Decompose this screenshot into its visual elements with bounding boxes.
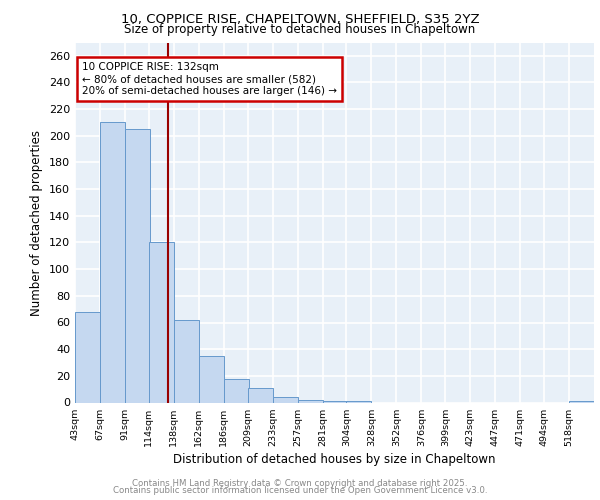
Bar	[346, 401, 371, 402]
Bar	[248, 388, 272, 402]
Text: 10 COPPICE RISE: 132sqm
← 80% of detached houses are smaller (582)
20% of semi-d: 10 COPPICE RISE: 132sqm ← 80% of detache…	[82, 62, 337, 96]
Y-axis label: Number of detached properties: Number of detached properties	[31, 130, 43, 316]
Bar	[75, 312, 100, 402]
Bar	[224, 378, 248, 402]
Bar	[199, 356, 224, 403]
Bar	[298, 400, 323, 402]
Text: Contains HM Land Registry data © Crown copyright and database right 2025.: Contains HM Land Registry data © Crown c…	[132, 478, 468, 488]
Bar	[569, 401, 594, 402]
Bar	[323, 401, 347, 402]
Text: 10, COPPICE RISE, CHAPELTOWN, SHEFFIELD, S35 2YZ: 10, COPPICE RISE, CHAPELTOWN, SHEFFIELD,…	[121, 12, 479, 26]
Bar	[174, 320, 199, 402]
Text: Contains public sector information licensed under the Open Government Licence v3: Contains public sector information licen…	[113, 486, 487, 495]
Bar	[100, 122, 125, 402]
Bar	[149, 242, 174, 402]
Text: Size of property relative to detached houses in Chapeltown: Size of property relative to detached ho…	[124, 22, 476, 36]
Bar	[272, 397, 298, 402]
X-axis label: Distribution of detached houses by size in Chapeltown: Distribution of detached houses by size …	[173, 453, 496, 466]
Bar	[125, 129, 150, 402]
